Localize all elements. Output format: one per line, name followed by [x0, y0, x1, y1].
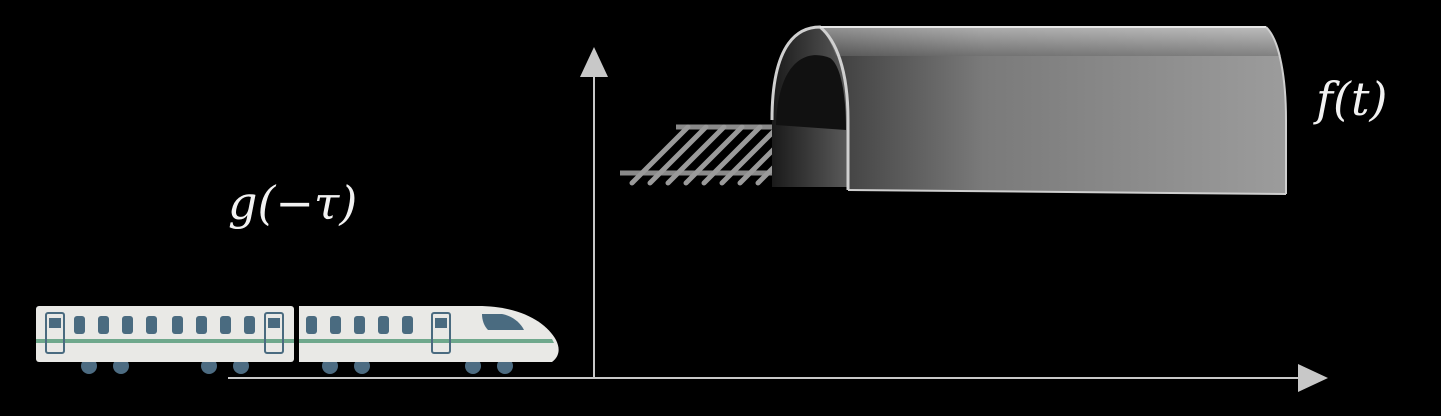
train-rear-car — [36, 306, 294, 362]
train-windows — [74, 316, 413, 334]
axes — [228, 47, 1328, 392]
f-of-t-label: f(t) — [1316, 72, 1388, 126]
y-axis-arrow — [580, 47, 608, 77]
x-axis-arrow — [1298, 364, 1328, 392]
g-of-minus-tau-label: g(−τ) — [228, 176, 358, 230]
tunnel-icon — [770, 25, 1287, 195]
train-icon — [36, 306, 559, 374]
